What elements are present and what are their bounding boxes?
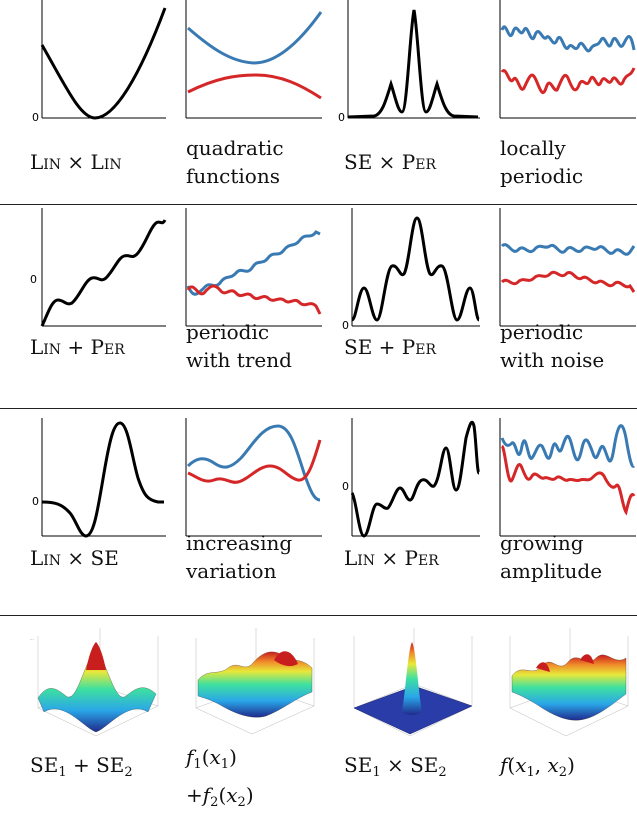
plot-lin-plus-per: 0 bbox=[30, 208, 167, 328]
zero-tick: 0 bbox=[30, 273, 37, 286]
row-separator bbox=[0, 615, 637, 616]
zero-tick: 0 bbox=[342, 319, 349, 332]
plot-locally-periodic bbox=[499, 0, 636, 120]
zero-tick: 0 bbox=[342, 480, 349, 493]
plot-surface-se1-plus-se2: ... bbox=[28, 628, 164, 748]
zero-tick: 0 bbox=[32, 495, 39, 508]
plot-se-x-per: 0 bbox=[338, 0, 480, 124]
label-f-x1-x2: f(x1, x2) bbox=[500, 753, 575, 780]
label-se-plus-per: SE + Per bbox=[344, 335, 436, 359]
label-se1-x-se2: SE1 × SE2 bbox=[344, 753, 447, 780]
label-se-x-per: SE × Per bbox=[344, 150, 436, 174]
label-periodic-with-trend: periodic with trend bbox=[186, 320, 292, 372]
label-lin-x-se: Lin × SE bbox=[30, 546, 119, 570]
zero-tick: 0 bbox=[32, 111, 39, 124]
plot-surface-se1-x-se2 bbox=[344, 628, 480, 748]
plot-periodic-with-noise bbox=[499, 208, 636, 328]
label-lin-plus-per: Lin + Per bbox=[30, 335, 125, 359]
plot-quadratic-functions bbox=[185, 0, 323, 120]
label-increasing-variation: increasing variation bbox=[186, 531, 293, 583]
plot-lin-x-per: 0 bbox=[342, 418, 481, 538]
label-se1-plus-se2: SE1 + SE2 bbox=[30, 753, 133, 780]
label-f1-plus-f2: f1(x1) +f2(x2) bbox=[186, 745, 254, 810]
plot-surface-f-x1-x2 bbox=[500, 628, 636, 748]
zero-tick: 0 bbox=[338, 111, 345, 124]
plot-lin-x-lin: 0 bbox=[30, 0, 167, 124]
plot-periodic-with-trend bbox=[185, 208, 322, 328]
plot-growing-amplitude bbox=[499, 418, 636, 538]
row-separator bbox=[0, 204, 637, 205]
label-locally-periodic: locally periodic bbox=[500, 136, 584, 188]
label-lin-x-lin: Lin × Lin bbox=[30, 150, 122, 174]
svg-text:...: ... bbox=[30, 636, 34, 641]
plot-lin-x-se: 0 bbox=[30, 418, 166, 538]
label-periodic-with-noise: periodic with noise bbox=[500, 320, 605, 372]
label-quadratic-functions: quadratic functions bbox=[186, 136, 284, 188]
label-growing-amplitude: growing amplitude bbox=[500, 531, 603, 583]
plot-se-plus-per: 0 bbox=[342, 208, 481, 332]
plot-increasing-variation bbox=[185, 418, 322, 538]
label-lin-x-per: Lin × Per bbox=[344, 546, 439, 570]
row-separator bbox=[0, 408, 637, 409]
plot-surface-f1-plus-f2 bbox=[186, 628, 322, 748]
